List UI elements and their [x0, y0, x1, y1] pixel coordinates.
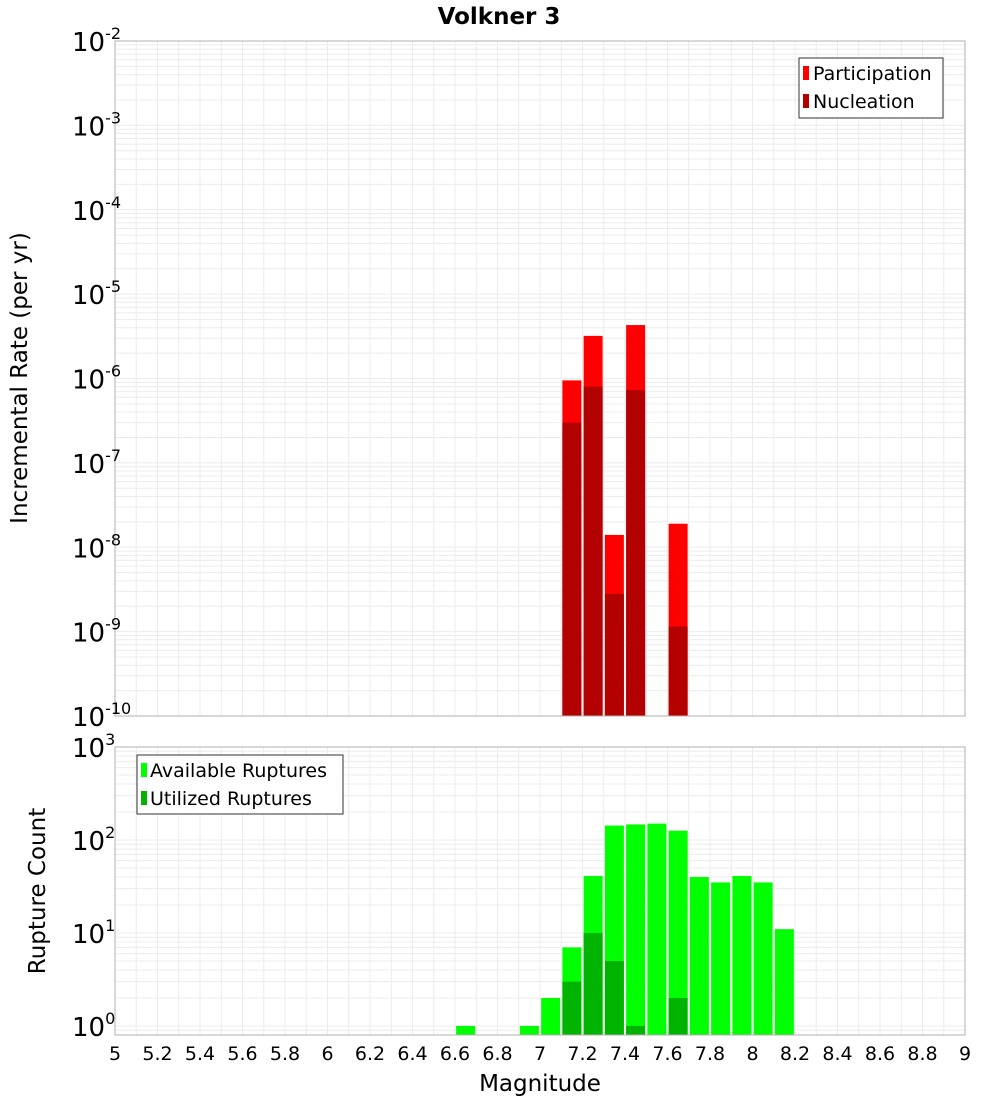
bottom-legend: Available Ruptures Utilized Ruptures: [136, 754, 344, 815]
x-tick-label: 8.6: [865, 1043, 895, 1065]
legend-label-participation: Participation: [813, 63, 932, 85]
x-tick-label: 7.8: [695, 1043, 725, 1065]
bottom-bar-available: [711, 882, 731, 1035]
top-plot-frame: [114, 40, 966, 717]
x-tick-label: 6.6: [440, 1043, 470, 1065]
legend-label-nucleation: Nucleation: [813, 91, 915, 113]
top-y-axis-label: Incremental Rate (per yr): [7, 232, 33, 524]
x-tick-label: 6: [321, 1043, 333, 1065]
legend-label-utilized: Utilized Ruptures: [150, 788, 312, 810]
legend-swatch-utilized: [141, 791, 147, 805]
x-tick-label: 8.8: [907, 1043, 937, 1065]
bottom-y-tick-label: 101: [72, 916, 115, 950]
top-bar-nucleation: [583, 386, 603, 716]
bottom-y-axis-label: Rupture Count: [25, 808, 51, 974]
top-bar-nucleation: [626, 390, 646, 716]
x-tick-label: 5.6: [227, 1043, 257, 1065]
top-y-tick-label: 10-4: [72, 193, 121, 227]
legend-swatch-nucleation: [803, 94, 809, 108]
top-bars: [562, 325, 688, 716]
top-y-ticks: 10-2 10-3 10-4 10-5 10-6 10-7 10-8 10-9 10-10: [72, 24, 131, 733]
x-tick-label: 6.8: [482, 1043, 512, 1065]
top-y-tick-label: 10-6: [72, 362, 121, 396]
bottom-bar-available: [541, 997, 561, 1035]
bottom-bar-available: [647, 823, 667, 1035]
bottom-bar-utilized: [626, 1025, 646, 1035]
bottom-bar-utilized: [668, 997, 688, 1035]
top-y-tick-label: 10-7: [72, 446, 121, 480]
bottom-bar-available: [626, 824, 646, 1035]
x-tick-label: 8.4: [822, 1043, 852, 1065]
x-tick-label: 7.4: [610, 1043, 640, 1065]
x-tick-label: 8.2: [780, 1043, 810, 1065]
x-tick-label: 6.4: [397, 1043, 427, 1065]
top-gridlines: [114, 41, 966, 717]
chart-title: Volkner 3: [438, 4, 561, 30]
bottom-y-tick-label: 102: [72, 823, 115, 857]
bottom-bar-utilized: [583, 932, 603, 1035]
top-y-tick-label: 10-9: [72, 615, 121, 649]
top-y-tick-label: 10-10: [72, 699, 131, 733]
x-tick-label: 5.2: [142, 1043, 172, 1065]
x-tick-labels: 5 5.2 5.4 5.6 5.8 6 6.2 6.4 6.6 6.8 7 7.2 7.4 7.6 7.8 8…: [109, 1043, 971, 1065]
top-bar-nucleation: [668, 626, 688, 716]
top-legend-box: [798, 57, 944, 119]
bottom-bar-available: [519, 1025, 539, 1035]
top-y-tick-label: 10-3: [72, 108, 121, 142]
bottom-y-ticks: 103 102 101 100: [72, 730, 115, 1043]
top-y-tick-label: 10-8: [72, 530, 121, 564]
bottom-bar-utilized: [562, 981, 582, 1035]
x-tick-label: 5: [109, 1043, 121, 1065]
top-legend: Participation Nucleation: [798, 57, 944, 119]
bottom-y-tick-label: 100: [72, 1009, 115, 1043]
x-tick-label: 5.8: [270, 1043, 300, 1065]
legend-swatch-available: [141, 763, 147, 777]
x-tick-label: 7.6: [652, 1043, 682, 1065]
x-axis-label: Magnitude: [479, 1071, 601, 1097]
x-tick-label: 6.2: [355, 1043, 385, 1065]
bottom-bar-available: [774, 929, 794, 1035]
bottom-bar-available: [753, 882, 773, 1035]
bottom-bar-utilized: [604, 960, 624, 1035]
top-y-tick-label: 10-5: [72, 277, 121, 311]
top-y-tick-label: 10-2: [72, 24, 121, 58]
legend-label-available: Available Ruptures: [150, 760, 327, 782]
bottom-bar-available: [732, 876, 752, 1035]
bottom-y-tick-label: 103: [72, 730, 115, 764]
x-tick-label: 9: [959, 1043, 971, 1065]
x-tick-label: 8: [746, 1043, 758, 1065]
top-bar-nucleation: [604, 593, 624, 716]
bottom-plot-frame: [114, 746, 966, 1036]
top-bar-nucleation: [562, 422, 582, 716]
x-tick-label: 7.2: [567, 1043, 597, 1065]
bottom-legend-box: [136, 754, 344, 815]
bottom-bar-available: [689, 877, 709, 1035]
x-tick-label: 7: [534, 1043, 546, 1065]
bottom-bars: [456, 823, 794, 1035]
bottom-bar-available: [456, 1025, 476, 1035]
legend-swatch-participation: [803, 66, 809, 80]
x-tick-label: 5.4: [185, 1043, 215, 1065]
bottom-bar-available: [668, 830, 688, 1035]
